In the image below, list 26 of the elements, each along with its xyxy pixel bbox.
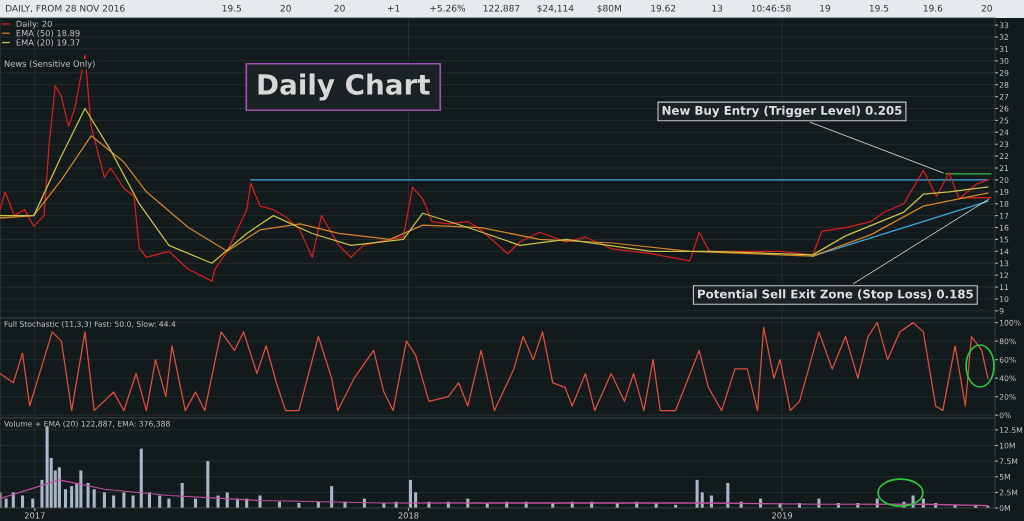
text: 20 — [280, 4, 291, 12]
annotation: Potential Sell Exit Zone (Stop Loss) 0.185 — [698, 289, 973, 301]
text: 19 — [820, 4, 831, 12]
x-tick-label: 2017 — [24, 512, 45, 519]
text: $80M — [597, 4, 621, 13]
annotation: News (Sensitive Only) — [4, 60, 95, 69]
x-tick-label: 2018 — [398, 512, 419, 519]
legend-label: EMA (20) 19.37 — [16, 39, 80, 47]
legend-label: EMA (50) 18.89 — [16, 29, 80, 38]
annotation: New Buy Entry (Trigger Level) 0.205 — [662, 105, 902, 118]
legend-label: Daily: 20 — [16, 20, 52, 29]
annotation: Daily Chart — [258, 73, 430, 101]
text: 19.5 — [869, 4, 889, 12]
text: 19.6 — [923, 4, 943, 12]
text: 19.62 — [651, 4, 676, 12]
text: 20 — [334, 4, 345, 12]
text: +5.26% — [430, 4, 466, 12]
text: 13 — [712, 4, 723, 12]
text: 20 — [981, 4, 992, 12]
text: $24,114 — [537, 4, 574, 13]
text: 122,887 — [483, 4, 520, 13]
text: 10:46:58 — [751, 4, 791, 12]
text: 19.5 — [222, 4, 242, 12]
text: DAILY, FROM 28 NOV 2016 — [6, 4, 125, 13]
x-tick-label: 2019 — [772, 512, 793, 519]
text: +1 — [387, 4, 400, 12]
